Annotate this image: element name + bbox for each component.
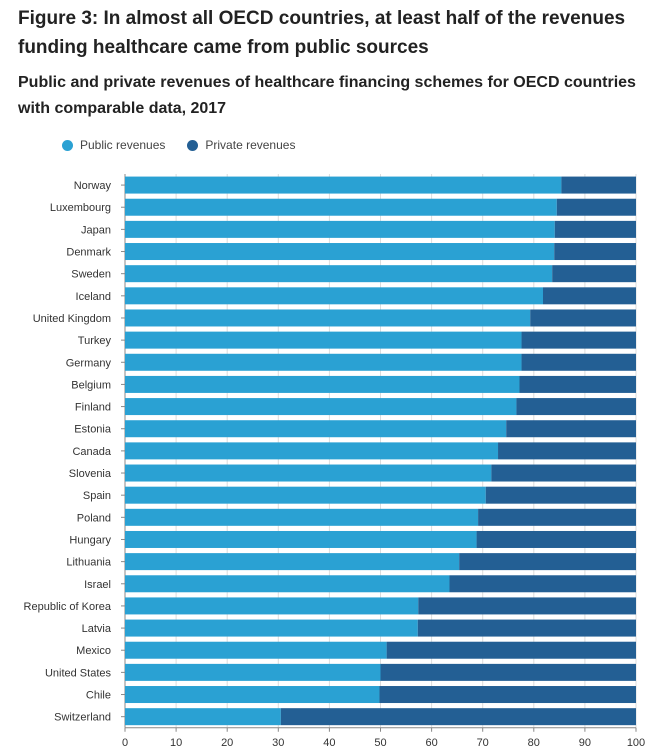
bar-private[interactable]: [542, 287, 636, 305]
bar-public[interactable]: [125, 353, 522, 371]
legend-item-private[interactable]: Private revenues: [187, 138, 295, 152]
x-tick-label: 0: [122, 737, 128, 748]
bar-private[interactable]: [459, 553, 636, 571]
category-label: Canada: [72, 446, 111, 458]
category-label: United States: [45, 667, 112, 679]
bar-public[interactable]: [125, 553, 460, 571]
category-label: Estonia: [74, 424, 112, 436]
bar-public[interactable]: [125, 398, 517, 416]
bar-private[interactable]: [506, 420, 636, 438]
category-label: Denmark: [66, 247, 111, 259]
bar-private[interactable]: [516, 398, 636, 416]
bar-private[interactable]: [521, 331, 636, 349]
x-tick-label: 10: [170, 737, 182, 748]
bar-private[interactable]: [379, 686, 636, 704]
bar-public[interactable]: [125, 663, 381, 681]
bar-public[interactable]: [125, 464, 492, 482]
category-label: Hungary: [69, 534, 111, 546]
bar-public[interactable]: [125, 243, 555, 261]
bar-private[interactable]: [478, 508, 636, 526]
bar-private[interactable]: [280, 708, 636, 726]
bar-private[interactable]: [417, 619, 636, 637]
bar-private[interactable]: [386, 641, 636, 659]
category-label: Japan: [81, 224, 111, 236]
x-tick-label: 80: [528, 737, 540, 748]
x-tick-label: 60: [425, 737, 437, 748]
legend-private-swatch: [187, 139, 199, 151]
bar-public[interactable]: [125, 597, 419, 615]
x-tick-label: 40: [323, 737, 335, 748]
x-tick-label: 90: [579, 737, 591, 748]
bar-public[interactable]: [125, 575, 450, 593]
category-label: Switzerland: [54, 712, 111, 724]
legend-item-public[interactable]: Public revenues: [62, 138, 165, 152]
bar-public[interactable]: [125, 686, 380, 704]
bar-public[interactable]: [125, 420, 507, 438]
category-label: Israel: [84, 579, 111, 591]
bar-public[interactable]: [125, 619, 418, 637]
x-tick-label: 20: [221, 737, 233, 748]
bar-private[interactable]: [418, 597, 636, 615]
category-label: Mexico: [76, 645, 111, 657]
bar-private[interactable]: [554, 243, 636, 261]
bar-public[interactable]: [125, 265, 553, 283]
bar-private[interactable]: [519, 375, 636, 393]
category-label: Sweden: [71, 269, 111, 281]
x-tick-label: 50: [374, 737, 386, 748]
bar-private[interactable]: [556, 198, 636, 216]
bar-private[interactable]: [476, 530, 636, 548]
bar-public[interactable]: [125, 176, 562, 194]
x-tick-label: 30: [272, 737, 284, 748]
category-label: United Kingdom: [33, 313, 111, 325]
legend-public-swatch: [62, 139, 73, 151]
category-label: Poland: [77, 512, 111, 524]
bar-private[interactable]: [491, 464, 636, 482]
chart-legend: Public revenues Private revenues: [62, 136, 317, 154]
category-label: Finland: [75, 402, 111, 414]
bar-public[interactable]: [125, 530, 477, 548]
bar-public[interactable]: [125, 641, 387, 659]
bar-private[interactable]: [449, 575, 636, 593]
category-label: Republic of Korea: [24, 601, 112, 613]
category-label: Germany: [66, 357, 112, 369]
bar-private[interactable]: [561, 176, 636, 194]
chart-subtitle: Public and private revenues of healthcar…: [18, 74, 636, 117]
bar-public[interactable]: [125, 331, 522, 349]
bar-public[interactable]: [125, 198, 557, 216]
bar-public[interactable]: [125, 508, 479, 526]
category-label: Lithuania: [66, 557, 112, 569]
bar-private[interactable]: [530, 309, 636, 327]
bar-public[interactable]: [125, 375, 520, 393]
category-label: Spain: [83, 490, 111, 502]
bar-private[interactable]: [554, 220, 636, 238]
category-label: Luxembourg: [50, 202, 111, 214]
bar-private[interactable]: [485, 486, 636, 504]
category-label: Belgium: [71, 379, 111, 391]
bar-public[interactable]: [125, 486, 486, 504]
category-label: Chile: [86, 690, 111, 702]
bar-private[interactable]: [380, 663, 637, 681]
x-tick-label: 100: [627, 737, 645, 748]
bar-private[interactable]: [552, 265, 636, 283]
bar-public[interactable]: [125, 220, 555, 238]
bar-public[interactable]: [125, 287, 543, 305]
bar-public[interactable]: [125, 309, 531, 327]
category-label: Iceland: [76, 291, 111, 303]
bar-private[interactable]: [498, 442, 636, 460]
bar-public[interactable]: [125, 442, 499, 460]
legend-public-label: Public revenues: [80, 138, 166, 152]
category-label: Slovenia: [69, 468, 112, 480]
category-label: Latvia: [82, 623, 112, 635]
legend-private-label: Private revenues: [205, 138, 296, 152]
bar-private[interactable]: [521, 353, 636, 371]
bars: [125, 176, 637, 726]
x-tick-label: 70: [477, 737, 489, 748]
bar-public[interactable]: [125, 708, 281, 726]
category-label: Norway: [74, 180, 112, 192]
category-label: Turkey: [78, 335, 112, 347]
figure-title: Figure 3: In almost all OECD countries, …: [18, 8, 626, 58]
